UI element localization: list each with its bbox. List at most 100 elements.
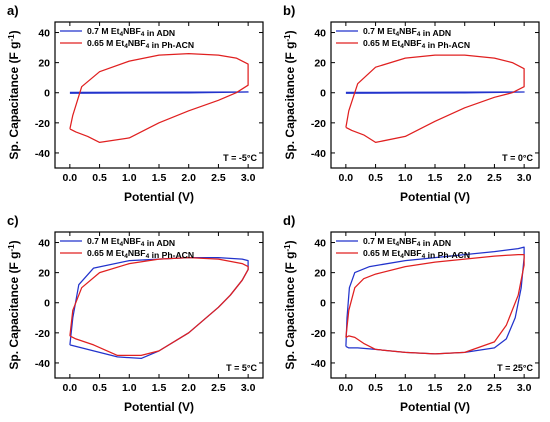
legend-sub: 4 [400,253,404,260]
x-tick-label: 2.5 [487,172,502,184]
legend-text-part: in Ph-ACN [425,40,470,50]
y-tick-label: 0 [320,88,326,100]
x-axis-title: Potential (V) [124,400,194,414]
legend-text-part: 0.65 M [87,248,116,258]
y-axis-title-end: ) [283,30,297,34]
y-axis-title-sup: -1 [283,34,292,42]
x-tick-label: 0.0 [339,382,354,394]
legend-chem: NBF [399,26,417,36]
panel-label: c) [7,213,19,228]
y-tick-label: -20 [35,328,50,340]
legend-sub: 4 [417,31,421,38]
x-tick-label: 1.0 [122,382,137,394]
panel-1: b) 0.0 0.5 1.0 1.5 2.0 2.5 3.0 -40 -20 0 20 40 Potent… [283,3,540,204]
legend-chem: NBF [128,38,146,48]
y-tick-label: 20 [314,268,326,280]
series-line-1 [345,54,525,144]
y-axis-title-main: Sp. Capacitance (F g [7,252,21,370]
temperature-annotation: T = 0°C [502,153,533,163]
legend-text-part: 0.7 M [87,26,111,36]
legend-sub: 4 [422,253,426,260]
x-tick-label: 3.0 [241,172,256,184]
series-line-0 [69,256,249,360]
legend-sub: 4 [141,31,145,38]
y-tick-label: 20 [38,268,50,280]
y-tick-label: 40 [314,28,326,40]
y-axis-title-sup: -1 [7,244,16,252]
y-tick-label: 40 [38,28,50,40]
x-tick-label: 1.5 [428,382,443,394]
x-tick-label: 0.0 [339,172,354,184]
legend-chem: Et [387,26,396,36]
legend-label-1: 0.65 M Et4NBF4 in Ph-ACN [363,248,470,260]
legend-chem: NBF [404,38,422,48]
y-axis-title-end: ) [283,240,297,244]
legend-text-part: 0.7 M [363,26,387,36]
legend-sub: 4 [395,241,399,248]
x-tick-label: 0.5 [368,382,383,394]
legend-chem: Et [387,236,396,246]
series-group [345,54,525,144]
series-line-0 [345,91,525,94]
legend-text-part: in ADN [144,238,175,248]
y-axis-title-main: Sp. Capacitance (F g [283,42,297,160]
legend-label-1: 0.65 M Et4NBF4 in Ph-ACN [363,38,470,50]
x-tick-label: 0.5 [368,172,383,184]
x-axis-title: Potential (V) [400,190,470,204]
legend-sub: 4 [400,43,404,50]
legend-sub: 4 [417,241,421,248]
legend-label-0: 0.7 M Et4NBF4 in ADN [363,26,451,38]
legend-chem: NBF [404,248,422,258]
legend-label-1: 0.65 M Et4NBF4 in Ph-ACN [87,38,194,50]
legend-sub: 4 [146,253,150,260]
y-tick-label: 0 [44,88,50,100]
legend-sub: 4 [124,43,128,50]
series-line-1 [69,52,249,144]
series-line-1 [345,253,525,355]
x-tick-label: 2.0 [457,382,472,394]
x-tick-label: 0.0 [63,382,78,394]
y-axis-title-main: Sp. Capacitance (F g [283,252,297,370]
temperature-annotation: T = 5°C [226,363,257,373]
y-axis-title-sup: -1 [7,34,16,42]
legend-sub: 4 [119,241,123,248]
legend-sub: 4 [141,241,145,248]
legend-label-1: 0.65 M Et4NBF4 in Ph-ACN [87,248,194,260]
x-tick-label: 3.0 [517,172,532,184]
legend-chem: NBF [399,236,417,246]
x-tick-label: 1.5 [428,172,443,184]
y-tick-label: -40 [311,358,326,370]
legend-chem: NBF [128,248,146,258]
x-tick-label: 0.5 [92,172,107,184]
series-line-0 [69,91,249,94]
legend-chem: Et [392,38,401,48]
y-tick-label: -20 [311,328,326,340]
y-axis-title-sup: -1 [283,244,292,252]
temperature-annotation: T = 25°C [497,363,533,373]
legend-text-part: in ADN [420,238,451,248]
legend-text-part: 0.65 M [87,38,116,48]
y-axis-title: Sp. Capacitance (F g-1) [283,240,297,369]
x-axis-title: Potential (V) [124,190,194,204]
panel-label: a) [7,3,19,18]
legend-chem: Et [111,26,120,36]
y-tick-label: -40 [311,148,326,160]
x-tick-label: 2.0 [457,172,472,184]
panel-label: b) [283,3,295,18]
panel-0: a) 0.0 0.5 1.0 1.5 2.0 2.5 3.0 -40 -20 0 20 40 Potent… [7,3,264,204]
legend-text-part: in ADN [144,28,175,38]
y-tick-label: 0 [320,298,326,310]
y-tick-label: 40 [38,238,50,250]
x-tick-label: 1.0 [398,172,413,184]
x-tick-label: 2.5 [487,382,502,394]
x-tick-label: 1.0 [398,382,413,394]
legend-label-0: 0.7 M Et4NBF4 in ADN [87,236,175,248]
x-tick-label: 1.5 [152,382,167,394]
x-tick-label: 1.5 [152,172,167,184]
y-tick-label: -20 [311,118,326,130]
series-line-1 [69,256,249,357]
x-tick-label: 2.0 [181,382,196,394]
panel-3: d) 0.0 0.5 1.0 1.5 2.0 2.5 3.0 -40 -20 0 20 40 Potent… [283,213,540,414]
